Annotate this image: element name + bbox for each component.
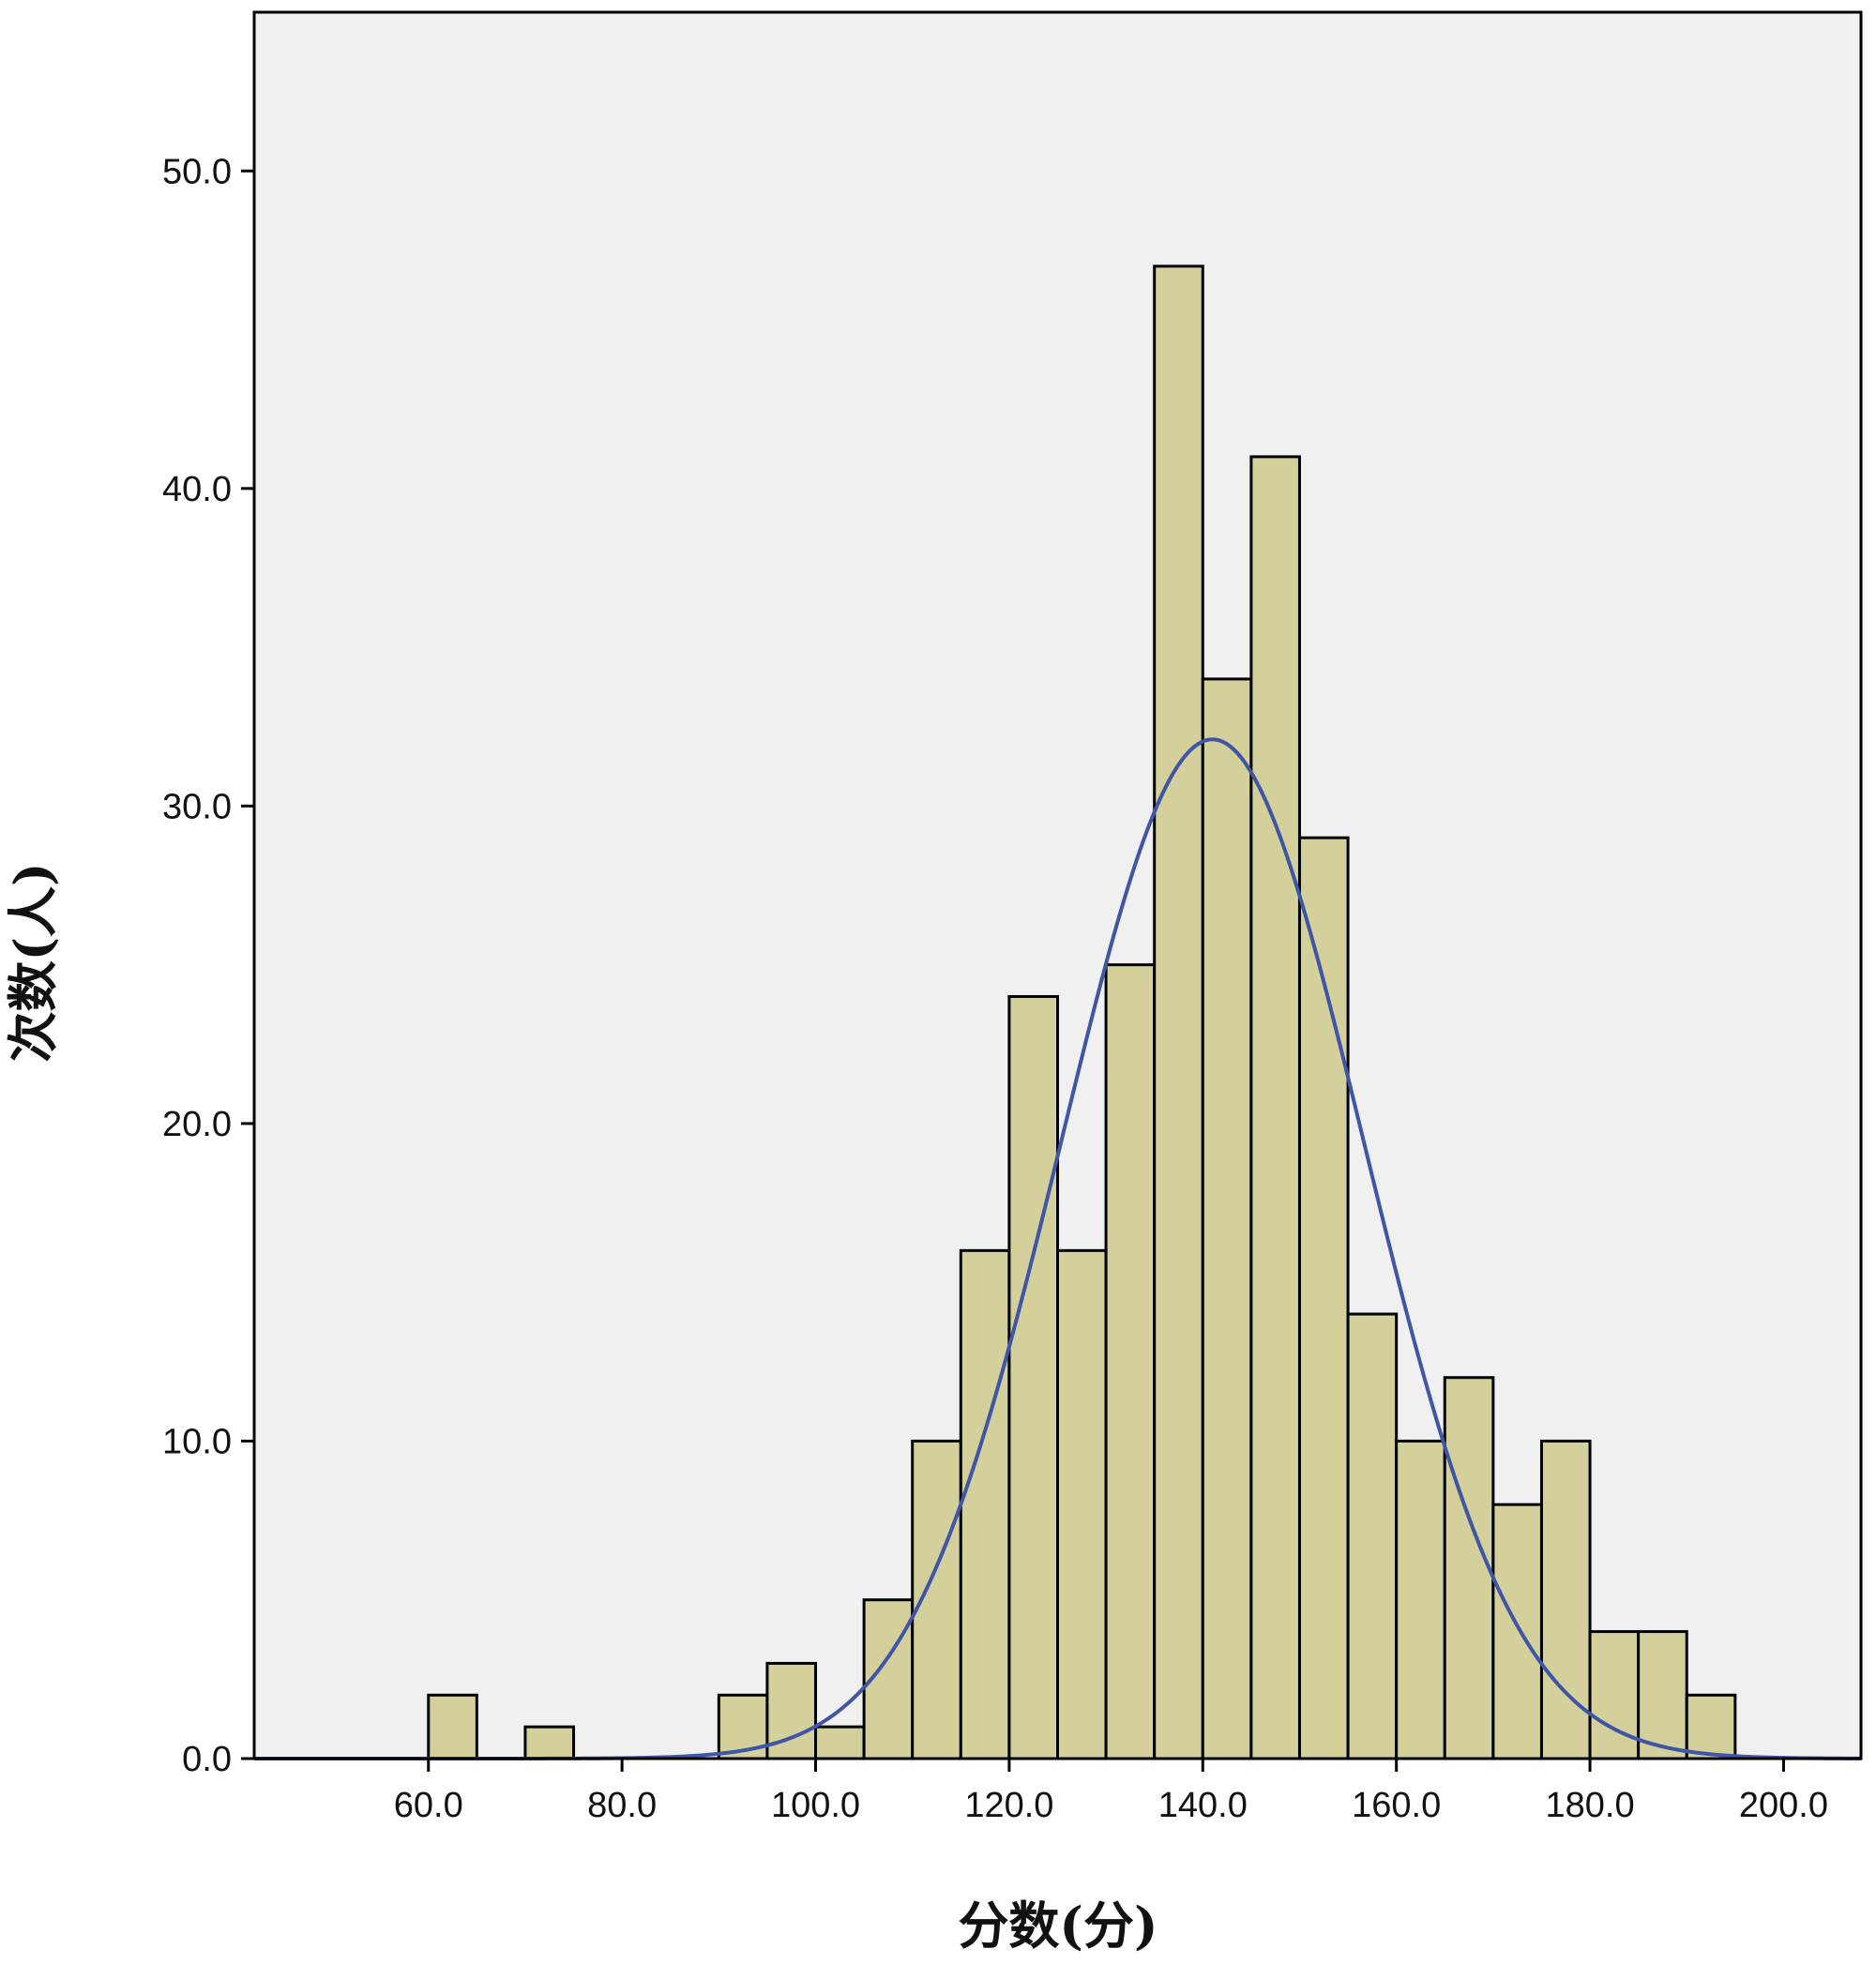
- histogram-bar: [1297, 836, 1350, 1760]
- bars-layer: [427, 264, 1737, 1760]
- histogram-bar: [1201, 677, 1253, 1760]
- histogram-bar: [1395, 1439, 1446, 1760]
- x-axis-title: 分数(分): [958, 1896, 1157, 1956]
- histogram-bar: [1685, 1693, 1737, 1760]
- histogram-bar: [1153, 264, 1204, 1760]
- histogram-bar: [427, 1693, 478, 1760]
- histogram-bar: [1007, 994, 1059, 1760]
- histogram-bar: [1539, 1439, 1592, 1760]
- y-tick-label: 30.0: [162, 787, 232, 826]
- histogram-bar: [1588, 1630, 1641, 1760]
- x-tick-label: 100.0: [771, 1786, 860, 1825]
- histogram-bar: [1346, 1312, 1399, 1760]
- histogram-bar: [1056, 1248, 1108, 1760]
- histogram-bar: [959, 1248, 1011, 1760]
- histogram-bar: [1249, 455, 1301, 1760]
- x-tick-label: 140.0: [1158, 1786, 1248, 1825]
- x-tick-label: 200.0: [1739, 1786, 1828, 1825]
- histogram-bar: [1637, 1630, 1688, 1760]
- x-tick-label: 160.0: [1352, 1786, 1441, 1825]
- x-tick-label: 80.0: [587, 1786, 657, 1825]
- histogram-bar: [1491, 1503, 1543, 1760]
- histogram-bar: [1443, 1376, 1495, 1760]
- y-axis-title: 次数(人): [3, 862, 63, 1062]
- y-tick-label: 20.0: [162, 1105, 232, 1144]
- x-tick-label: 120.0: [964, 1786, 1053, 1825]
- y-tick-label: 10.0: [162, 1422, 232, 1461]
- x-tick-label: 60.0: [394, 1786, 463, 1825]
- y-tick-label: 0.0: [182, 1740, 232, 1779]
- y-axis: 0.0 10.0 20.0 30.0 40.0 50.0: [162, 152, 254, 1779]
- histogram-bar: [814, 1725, 866, 1760]
- histogram-bar: [1104, 963, 1157, 1760]
- histogram-bar: [523, 1725, 576, 1760]
- y-tick-label: 40.0: [162, 470, 232, 509]
- x-axis: 60.0 80.0 100.0 120.0 140.0 160.0 180.0 200.0: [394, 1759, 1828, 1825]
- y-tick-label: 50.0: [162, 152, 232, 191]
- plot-frame: [252, 10, 1863, 1760]
- x-tick-label: 180.0: [1546, 1786, 1635, 1825]
